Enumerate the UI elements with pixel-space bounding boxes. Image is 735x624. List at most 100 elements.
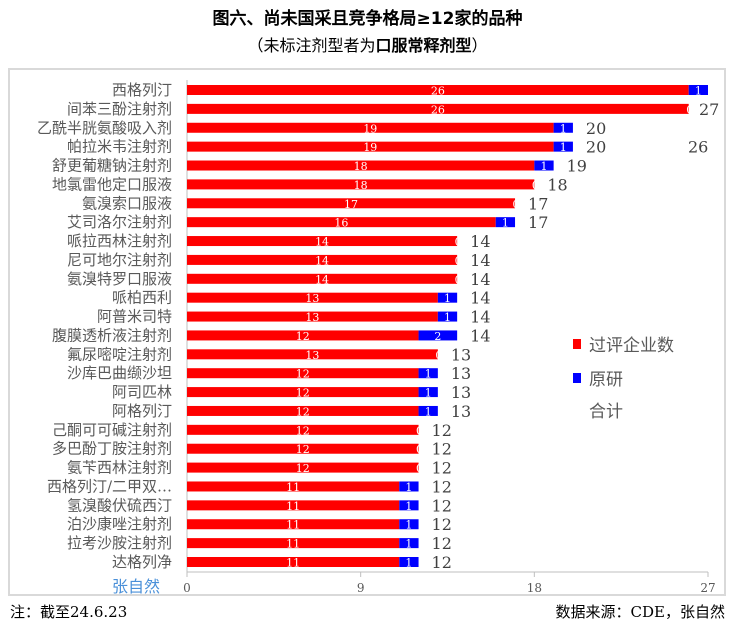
- category-label: 己酮可可碱注射剂: [52, 421, 172, 439]
- bar-original: [437, 311, 458, 322]
- total-label: 20: [586, 138, 606, 157]
- bar-approved-label: 12: [296, 424, 310, 437]
- total-label: 12: [432, 534, 452, 553]
- bar-original-label: 2: [434, 330, 441, 343]
- bar-original: [418, 368, 438, 379]
- total-label: 14: [470, 289, 490, 308]
- bar-approved-label: 19: [363, 141, 377, 154]
- legend-swatch: [573, 373, 581, 383]
- total-label: 13: [451, 345, 471, 364]
- total-label: 14: [470, 270, 490, 289]
- bar-original: [418, 405, 438, 416]
- category-label: 哌柏西利: [112, 289, 172, 307]
- total-label: 14: [470, 251, 490, 270]
- legend-label: 原研: [589, 370, 623, 390]
- category-label: 乙酰半胱氨酸吸入剂: [37, 119, 172, 137]
- category-label: 氟尿嘧啶注射剂: [67, 345, 172, 363]
- total-label: 12: [432, 496, 452, 515]
- category-label: 氨溴特罗口服液: [67, 270, 172, 288]
- bar-approved-label: 12: [296, 462, 310, 475]
- bar-approved: [187, 538, 400, 549]
- bar-approved: [187, 198, 516, 209]
- bar-approved-label: 12: [296, 405, 310, 418]
- bar-approved: [187, 273, 458, 284]
- bar-original: [399, 481, 419, 492]
- bar-approved-label: 16: [334, 217, 348, 230]
- category-label: 西格列汀: [112, 81, 172, 99]
- bar-approved: [187, 557, 400, 567]
- subtitle-suffix: ）: [471, 36, 488, 55]
- bar-original: [418, 387, 438, 398]
- category-label: 阿司匹林: [112, 383, 172, 401]
- footnote: 注：截至24.6.23: [10, 603, 128, 621]
- bar-original-label: 1: [405, 519, 412, 532]
- bar-approved-label: 26: [431, 85, 445, 98]
- x-tick-label: 27: [700, 581, 715, 595]
- category-label: 多巴酚丁胺注射剂: [52, 440, 172, 458]
- bar-approved-label: 13: [305, 311, 319, 324]
- bar-approved: [187, 519, 400, 530]
- bar-original-label: 1: [405, 557, 412, 570]
- bar-approved-label: 18: [354, 160, 368, 173]
- bar-original: [553, 122, 573, 133]
- bar-approved-label: 11: [286, 519, 300, 532]
- total-label: 26: [688, 138, 708, 157]
- bar-original-label: 0: [532, 179, 539, 192]
- category-label: 阿格列汀: [112, 402, 172, 420]
- category-label: 舒更葡糖钠注射剂: [52, 157, 172, 175]
- bar-original-label: 1: [405, 538, 412, 551]
- bar-approved: [187, 160, 535, 171]
- category-label: 拉考沙胺注射剂: [67, 534, 172, 552]
- total-label: 12: [432, 440, 452, 459]
- bar-approved-label: 26: [431, 103, 445, 116]
- bar-approved-label: 12: [296, 330, 310, 343]
- bar-approved: [187, 311, 438, 322]
- total-label: 12: [432, 515, 452, 534]
- chart-frame: [8, 68, 726, 596]
- bar-approved: [187, 387, 419, 398]
- bar-approved-label: 11: [286, 500, 300, 513]
- bar-original-label: 0: [513, 198, 520, 211]
- bar-approved-label: 14: [315, 254, 329, 267]
- total-label: 12: [432, 459, 452, 478]
- total-label: 17: [528, 213, 548, 232]
- bar-approved: [187, 179, 535, 190]
- bar-original: [553, 141, 573, 152]
- subtitle-bold: 口服常释剂型: [375, 36, 472, 55]
- bar-original-label: 0: [686, 103, 693, 116]
- bar-approved-label: 12: [296, 387, 310, 400]
- bar-original: [399, 557, 419, 567]
- bar-approved: [187, 330, 419, 341]
- bar-approved: [187, 254, 458, 265]
- category-label: 阿普米司特: [97, 308, 172, 326]
- bar-original: [688, 85, 708, 95]
- bar-original-label: 1: [444, 292, 451, 305]
- bar-approved: [187, 500, 400, 511]
- bar-approved: [187, 217, 496, 228]
- total-label: 13: [451, 364, 471, 383]
- bar-approved-label: 12: [296, 368, 310, 381]
- subtitle-prefix: （未标注剂型者为: [247, 36, 376, 55]
- watermark: 张自然: [112, 577, 160, 596]
- total-label: 19: [567, 157, 587, 176]
- legend-swatch: [573, 339, 581, 349]
- bar-approved: [187, 236, 458, 247]
- bar-original-label: 1: [425, 368, 432, 381]
- total-label: 12: [432, 553, 452, 572]
- total-label: 13: [451, 383, 471, 402]
- bar-approved-label: 13: [305, 349, 319, 362]
- bar-original-label: 0: [455, 236, 462, 249]
- category-label: 腹膜透析液注射剂: [52, 326, 172, 344]
- data-source: 数据来源：CDE，张自然: [555, 603, 725, 621]
- total-label: 20: [586, 119, 606, 138]
- bar-approved-label: 19: [363, 122, 377, 135]
- bar-approved-label: 18: [354, 179, 368, 192]
- bar-original-label: 1: [560, 122, 567, 135]
- bar-approved-label: 11: [286, 557, 300, 570]
- category-label: 达格列净: [112, 553, 172, 571]
- bar-approved: [187, 85, 689, 95]
- total-label: 14: [470, 326, 490, 345]
- category-label: 氨苄西林注射剂: [67, 459, 172, 477]
- category-label: 尼可地尔注射剂: [67, 251, 172, 269]
